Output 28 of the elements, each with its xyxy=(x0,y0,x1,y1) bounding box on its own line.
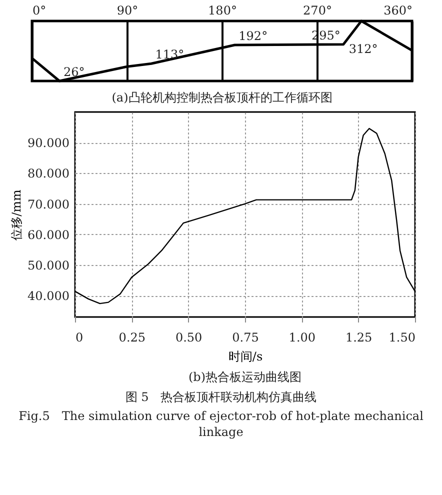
annotation: 113° xyxy=(155,48,184,62)
caption: Fig.5 The simulation curve of ejector-rob of hot-plate mechanical linkage xyxy=(18,408,424,439)
x-tick-label: 0.25 xyxy=(118,330,146,344)
x-tick-label: 1.25 xyxy=(345,330,372,344)
text: (a)凸轮机构控制热合板顶杆的工作循环图 xyxy=(112,90,332,104)
annotation: 192° xyxy=(238,29,268,43)
x-tick-label: 270° xyxy=(303,4,332,18)
caption: 图 5 热合板顶杆联动机构仿真曲线 xyxy=(124,389,318,406)
y-tick-label: 80.000 xyxy=(28,166,70,181)
x-tick-label: 1.00 xyxy=(288,330,316,344)
x-tick-label: 360° xyxy=(384,4,412,18)
x-tick-label: 1.50 xyxy=(388,330,416,344)
y-tick-label: 40.000 xyxy=(28,289,70,304)
y-tick-label: 70.000 xyxy=(28,197,70,212)
x-tick-label: 0.50 xyxy=(175,330,202,344)
x-tick-label: 0.75 xyxy=(232,330,259,344)
y-tick-label: 60.000 xyxy=(28,228,70,242)
x-axis-title: 时间/s xyxy=(228,350,263,364)
x-tick-label: 90° xyxy=(116,4,138,18)
annotation: 312° xyxy=(348,42,378,56)
y-tick-label: 90.000 xyxy=(28,136,70,150)
x-tick-label: 0 xyxy=(76,330,84,344)
y-axis-title: 位移/mm xyxy=(10,188,24,240)
x-tick-label: 180° xyxy=(208,4,237,18)
annotation: 26° xyxy=(63,65,85,79)
x-tick-label: 0° xyxy=(32,4,46,18)
text: (b)热合板运动曲线图 xyxy=(188,370,302,384)
y-tick-label: 50.000 xyxy=(28,258,70,272)
